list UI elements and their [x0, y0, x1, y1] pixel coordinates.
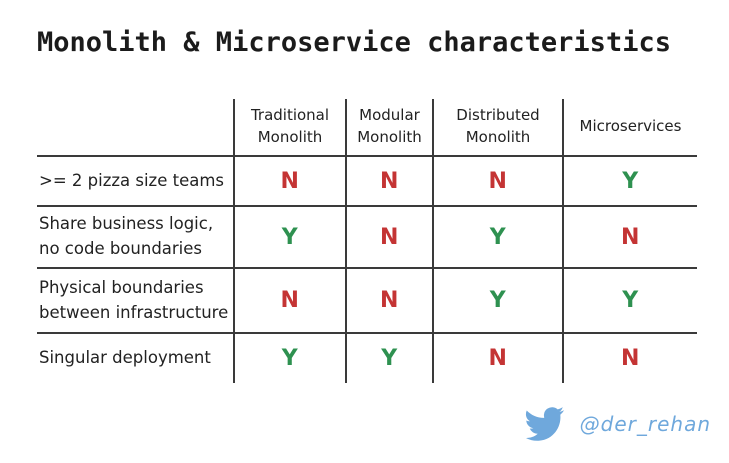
cell-value: Y — [622, 168, 639, 194]
cell-value: N — [380, 224, 399, 250]
table-cell: N — [562, 205, 697, 267]
table-corner-cell — [37, 99, 233, 155]
cell-value: Y — [489, 288, 507, 313]
column-header-line: Microservices — [579, 117, 682, 136]
column-header-line: Traditional — [250, 106, 330, 125]
cell-value: Y — [381, 346, 398, 371]
cell-value: Y — [281, 224, 299, 250]
table-cell: N — [562, 332, 697, 383]
cell-value: N — [380, 288, 399, 313]
column-header-line: Monolith — [257, 128, 323, 146]
column-header-distributed-monolith: Distributed Monolith — [432, 99, 562, 155]
page-title: Monolith & Microservice characteristics — [37, 27, 671, 58]
column-header-traditional-monolith: Traditional Monolith — [233, 99, 345, 155]
row-label-line: Singular deployment — [39, 348, 211, 368]
row-label-share-business-logic: Share business logic, no code boundaries — [37, 205, 233, 267]
cell-value: N — [380, 168, 399, 194]
twitter-handle: @der_rehan — [579, 412, 711, 436]
comparison-table: Traditional Monolith Modular Monolith Di… — [37, 99, 697, 383]
column-header-line: Modular — [359, 106, 420, 125]
row-label-pizza-size-teams: >= 2 pizza size teams — [37, 155, 233, 205]
cell-value: N — [621, 346, 640, 371]
cell-value: N — [488, 168, 508, 194]
column-header-line: Monolith — [357, 128, 422, 146]
attribution: @der_rehan — [522, 404, 711, 444]
column-header-line: Distributed — [456, 106, 540, 125]
row-label-line: Physical boundaries — [39, 277, 204, 297]
row-label-line: no code boundaries — [39, 239, 203, 258]
row-label-line: >= 2 pizza size teams — [39, 170, 225, 190]
table-cell: N — [233, 267, 345, 332]
row-label-physical-boundaries: Physical boundaries between infrastructu… — [37, 267, 233, 332]
table-cell: Y — [562, 155, 697, 205]
table-cell: N — [432, 332, 562, 383]
cell-value: Y — [281, 346, 299, 371]
cell-value: Y — [489, 224, 507, 250]
table-cell: Y — [233, 332, 345, 383]
table-cell: N — [345, 155, 432, 205]
cell-value: N — [280, 288, 300, 313]
column-header-microservices: Microservices — [562, 99, 697, 155]
row-label-singular-deployment: Singular deployment — [37, 332, 233, 383]
cell-value: Y — [622, 288, 639, 313]
table-cell: Y — [345, 332, 432, 383]
table-cell: N — [345, 205, 432, 267]
column-header-modular-monolith: Modular Monolith — [345, 99, 432, 155]
table-cell: Y — [233, 205, 345, 267]
row-label-line: between infrastructure — [39, 302, 229, 322]
twitter-bird-path — [525, 407, 564, 441]
row-label-line: Share business logic, — [39, 214, 214, 234]
cell-value: N — [621, 224, 640, 250]
table-cell: N — [432, 155, 562, 205]
table-cell: Y — [562, 267, 697, 332]
cell-value: N — [488, 346, 508, 371]
table-cell: N — [345, 267, 432, 332]
cell-value: N — [280, 168, 300, 194]
table-cell: Y — [432, 205, 562, 267]
twitter-bird-icon — [525, 407, 564, 441]
table-cell: Y — [432, 267, 562, 332]
column-header-line: Monolith — [465, 128, 531, 146]
table-cell: N — [233, 155, 345, 205]
